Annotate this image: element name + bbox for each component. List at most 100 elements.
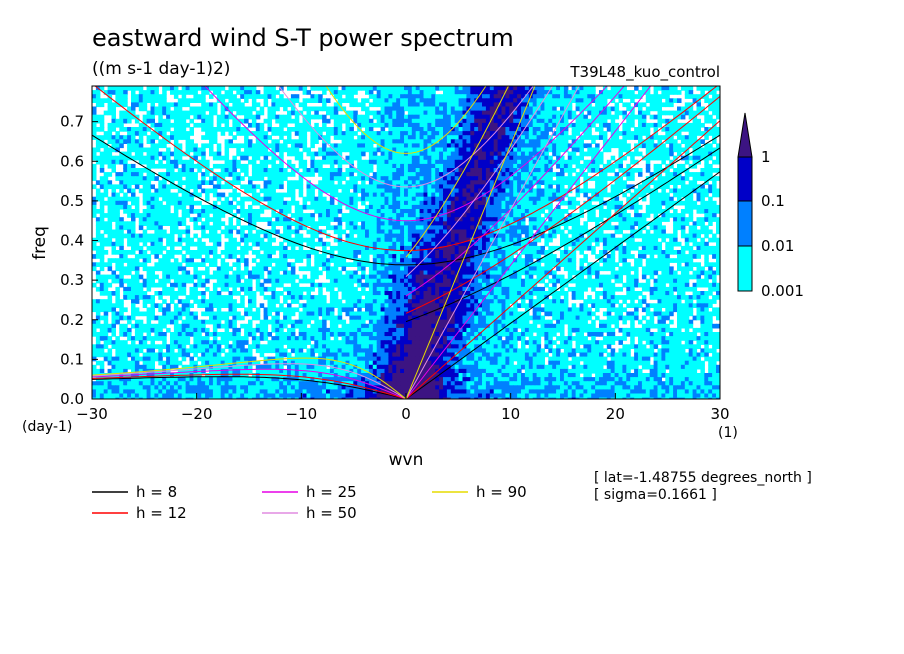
power-cell <box>462 200 467 206</box>
power-cell <box>134 151 140 157</box>
power-cell <box>119 122 124 128</box>
power-cell <box>536 237 542 243</box>
power-cell <box>696 110 701 116</box>
power-cell <box>400 233 405 239</box>
power-cell <box>201 204 206 210</box>
power-cell <box>365 221 370 226</box>
power-cell <box>602 118 608 124</box>
power-cell <box>700 188 705 194</box>
power-cell <box>306 118 311 124</box>
power-cell <box>150 122 155 128</box>
power-cell <box>649 188 655 194</box>
power-cell <box>485 168 491 173</box>
power-cell <box>216 237 222 243</box>
power-cell <box>99 159 105 165</box>
power-cell <box>275 106 280 112</box>
power-cell <box>142 229 148 235</box>
power-cell <box>150 102 155 108</box>
power-cell <box>517 147 522 153</box>
power-cell <box>166 241 171 247</box>
power-cell <box>99 225 105 231</box>
power-cell <box>298 139 304 144</box>
power-cell <box>540 86 545 91</box>
power-cell <box>509 192 514 198</box>
power-cell <box>696 102 701 108</box>
power-cell <box>513 176 518 181</box>
power-cell <box>380 122 386 128</box>
power-cell <box>310 221 315 226</box>
power-cell <box>575 127 581 132</box>
power-cell <box>283 131 288 136</box>
power-cell <box>602 213 608 218</box>
power-cell <box>489 94 495 99</box>
power-cell <box>119 139 124 144</box>
power-cell <box>571 155 577 161</box>
power-cell <box>552 118 557 124</box>
power-cell <box>692 147 698 153</box>
power-cell <box>115 98 120 103</box>
power-cell <box>127 184 132 190</box>
power-cell <box>123 94 128 99</box>
power-cell <box>181 209 187 214</box>
power-cell <box>396 233 401 239</box>
power-cell <box>201 114 206 120</box>
power-cell <box>111 200 116 206</box>
power-cell <box>556 221 561 226</box>
power-cell <box>669 172 674 177</box>
power-cell <box>684 188 690 194</box>
power-cell <box>197 192 202 198</box>
power-cell <box>181 221 187 226</box>
power-cell <box>497 147 503 153</box>
power-cell <box>575 147 581 153</box>
power-cell <box>224 196 230 202</box>
power-cell <box>419 86 425 91</box>
power-cell <box>431 122 436 128</box>
power-cell <box>638 110 643 116</box>
power-cell <box>142 127 148 132</box>
power-cell <box>501 188 506 194</box>
power-cell <box>127 180 132 185</box>
power-cell <box>271 98 276 103</box>
power-cell <box>517 163 522 169</box>
power-cell <box>107 131 113 136</box>
power-cell <box>162 184 167 190</box>
power-cell <box>376 217 382 222</box>
power-cell <box>318 147 323 153</box>
power-cell <box>349 221 354 226</box>
power-cell <box>489 135 495 140</box>
power-cell <box>267 180 272 185</box>
power-cell <box>454 172 460 177</box>
power-cell <box>536 217 542 222</box>
power-cell <box>509 106 514 112</box>
power-cell <box>349 184 354 190</box>
power-cell <box>661 159 666 165</box>
power-cell <box>170 225 175 231</box>
power-cell <box>216 122 222 128</box>
power-cell <box>474 127 479 132</box>
power-cell <box>232 241 237 247</box>
power-cell <box>478 163 483 169</box>
power-cell <box>162 229 167 235</box>
power-cell <box>365 176 370 181</box>
power-cell <box>365 159 370 165</box>
power-cell <box>657 225 662 231</box>
power-cell <box>462 172 467 177</box>
power-cell <box>407 237 413 243</box>
power-cell <box>345 143 350 149</box>
power-cell <box>489 122 495 128</box>
power-cell <box>439 94 444 99</box>
power-cell <box>470 209 475 214</box>
power-cell <box>201 180 206 185</box>
power-cell <box>326 233 331 239</box>
power-cell <box>107 151 113 157</box>
power-cell <box>127 127 132 132</box>
power-cell <box>454 106 460 112</box>
power-cell <box>162 172 167 177</box>
power-cell <box>216 143 222 149</box>
power-cell <box>166 184 171 190</box>
power-cell <box>244 135 249 140</box>
power-cell <box>181 131 187 136</box>
power-cell <box>326 209 331 214</box>
power-cell <box>212 155 218 161</box>
power-cell <box>150 163 155 169</box>
